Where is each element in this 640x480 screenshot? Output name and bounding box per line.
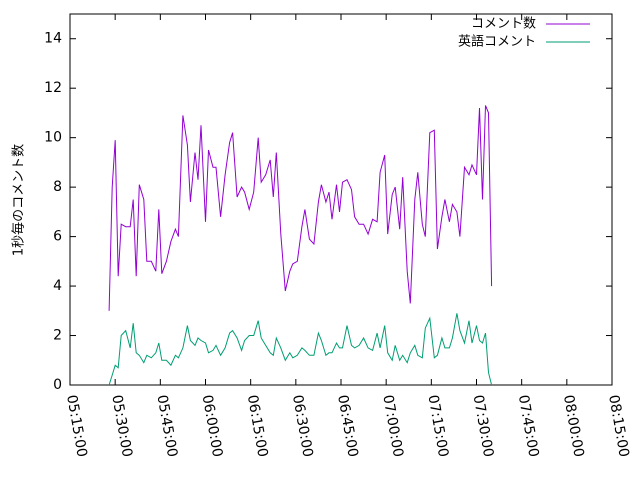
y-tick-label: 4 xyxy=(53,278,62,294)
legend-label-1: 英語コメント xyxy=(458,34,536,50)
y-tick-label: 10 xyxy=(44,130,62,146)
y-tick-label: 0 xyxy=(53,377,62,393)
y-tick-label: 14 xyxy=(44,31,62,47)
y-tick-label: 2 xyxy=(53,328,62,344)
y-tick-label: 12 xyxy=(44,80,62,96)
y-tick-label: 8 xyxy=(53,179,62,195)
series-line-1 xyxy=(108,313,493,386)
legend-label-0: コメント数 xyxy=(471,17,536,32)
series-line-0 xyxy=(108,105,493,311)
series-layer xyxy=(108,105,493,386)
y-axis-label: 1秒毎のコメント数 xyxy=(11,144,27,256)
y-axis-ticks: 0 2 4 6 8 10 12 14 xyxy=(44,31,612,393)
y-tick-label: 6 xyxy=(53,229,62,245)
